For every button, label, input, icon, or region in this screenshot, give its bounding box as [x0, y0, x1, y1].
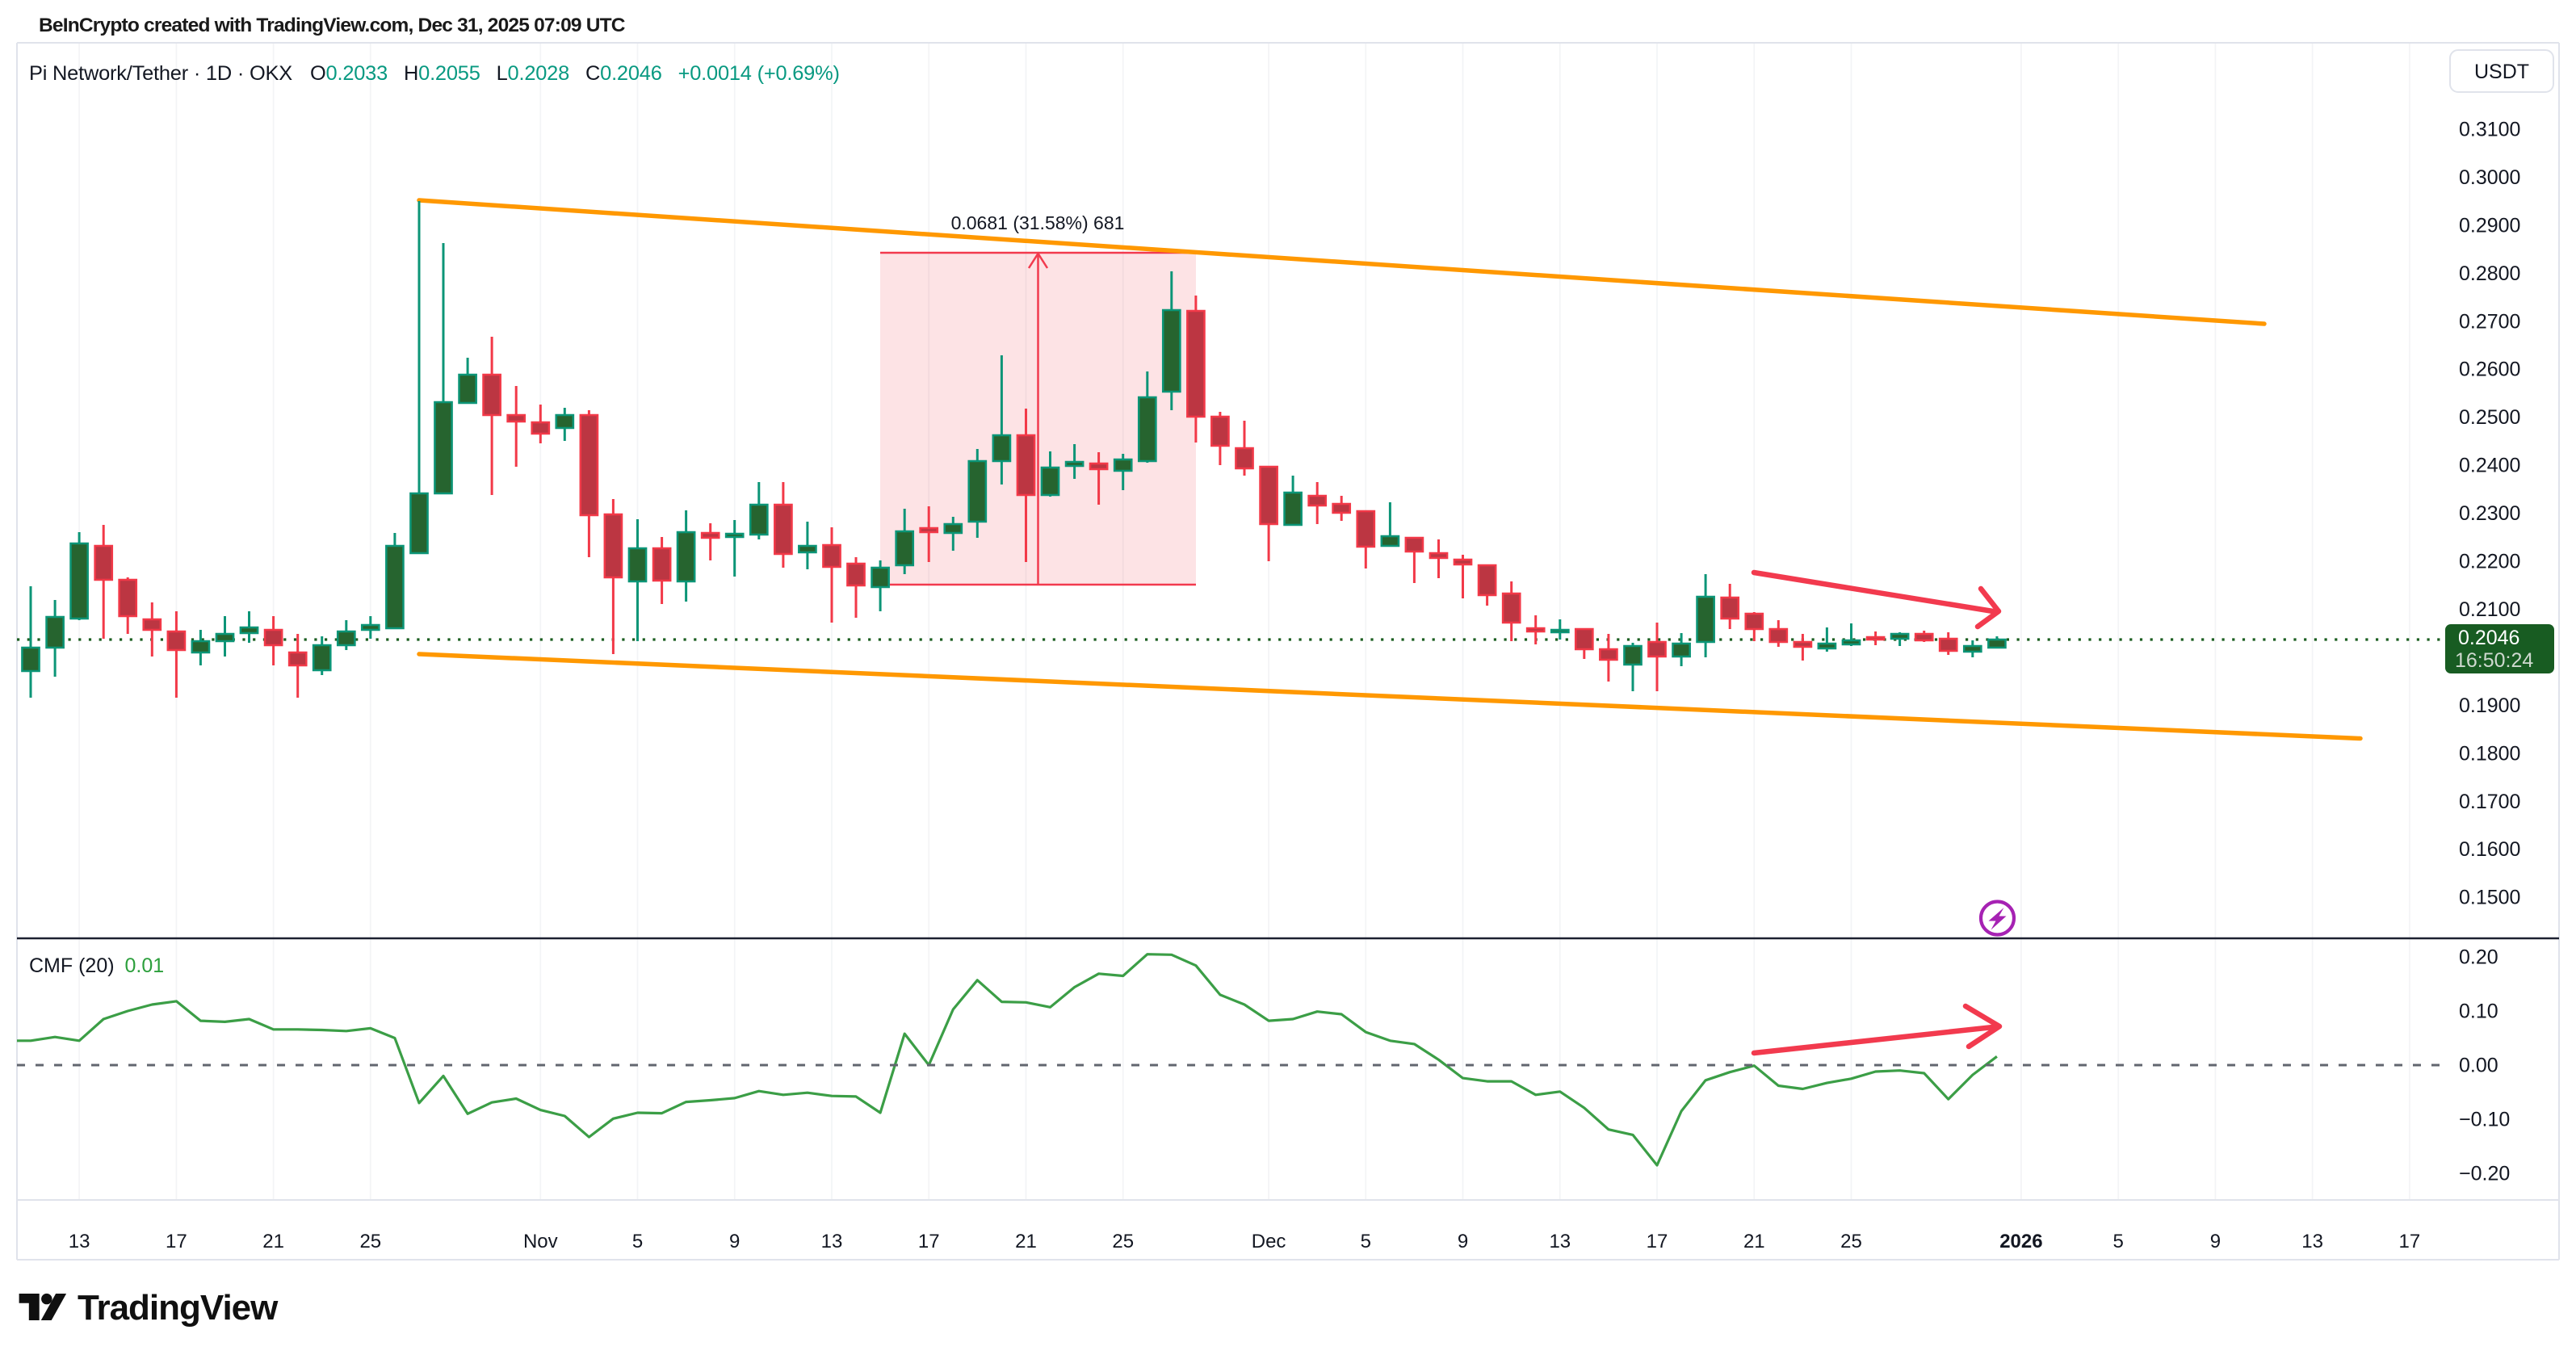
svg-text:0.0681 (31.58%) 681: 0.0681 (31.58%) 681: [951, 212, 1125, 233]
svg-text:17: 17: [918, 1231, 940, 1252]
svg-text:13: 13: [1549, 1231, 1571, 1252]
svg-text:−0.20: −0.20: [2459, 1163, 2510, 1185]
svg-text:17: 17: [2399, 1231, 2421, 1252]
svg-text:25: 25: [1840, 1231, 1862, 1252]
svg-text:2026: 2026: [1999, 1231, 2042, 1252]
svg-text:0.1900: 0.1900: [2459, 694, 2520, 717]
svg-text:BeInCrypto created with Tradin: BeInCrypto created with TradingView.com,…: [39, 15, 626, 36]
svg-text:0.2500: 0.2500: [2459, 406, 2520, 429]
svg-text:21: 21: [1743, 1231, 1765, 1252]
svg-text:0.2200: 0.2200: [2459, 551, 2520, 573]
svg-text:0.3000: 0.3000: [2459, 166, 2520, 189]
svg-text:17: 17: [1647, 1231, 1668, 1252]
svg-text:21: 21: [1015, 1231, 1037, 1252]
svg-text:0.2046: 0.2046: [2458, 627, 2519, 649]
svg-text:0.3100: 0.3100: [2459, 119, 2520, 141]
svg-text:9: 9: [2210, 1231, 2221, 1252]
svg-text:Dec: Dec: [1252, 1231, 1286, 1252]
svg-text:13: 13: [69, 1231, 90, 1252]
svg-text:9: 9: [1458, 1231, 1468, 1252]
svg-text:0.1500: 0.1500: [2459, 887, 2520, 909]
svg-text:0.10: 0.10: [2459, 1001, 2498, 1023]
svg-text:0.20: 0.20: [2459, 946, 2498, 969]
svg-text:16:50:24: 16:50:24: [2455, 649, 2533, 672]
svg-text:0.1800: 0.1800: [2459, 742, 2520, 765]
svg-text:0.1700: 0.1700: [2459, 791, 2520, 813]
svg-text:5: 5: [1361, 1231, 1371, 1252]
svg-text:USDT: USDT: [2474, 61, 2529, 83]
svg-text:0.2400: 0.2400: [2459, 455, 2520, 477]
svg-text:0.2600: 0.2600: [2459, 359, 2520, 381]
svg-text:TradingView: TradingView: [78, 1288, 279, 1328]
svg-text:21: 21: [262, 1231, 284, 1252]
svg-text:13: 13: [2301, 1231, 2323, 1252]
svg-text:−0.10: −0.10: [2459, 1109, 2510, 1131]
svg-text:5: 5: [632, 1231, 643, 1252]
svg-text:Nov: Nov: [523, 1231, 558, 1252]
svg-text:25: 25: [359, 1231, 381, 1252]
svg-text:9: 9: [729, 1231, 740, 1252]
svg-text:0.2700: 0.2700: [2459, 310, 2520, 333]
svg-text:5: 5: [2113, 1231, 2124, 1252]
svg-text:13: 13: [821, 1231, 843, 1252]
svg-text:0.2100: 0.2100: [2459, 598, 2520, 621]
svg-text:17: 17: [166, 1231, 187, 1252]
svg-text:0.2800: 0.2800: [2459, 262, 2520, 285]
svg-text:0.2300: 0.2300: [2459, 502, 2520, 525]
svg-text:0.2900: 0.2900: [2459, 214, 2520, 237]
svg-text:0.00: 0.00: [2459, 1055, 2498, 1077]
svg-text:CMF (20) 0.01: CMF (20) 0.01: [29, 954, 164, 977]
svg-text:0.1600: 0.1600: [2459, 838, 2520, 861]
svg-text:25: 25: [1112, 1231, 1134, 1252]
